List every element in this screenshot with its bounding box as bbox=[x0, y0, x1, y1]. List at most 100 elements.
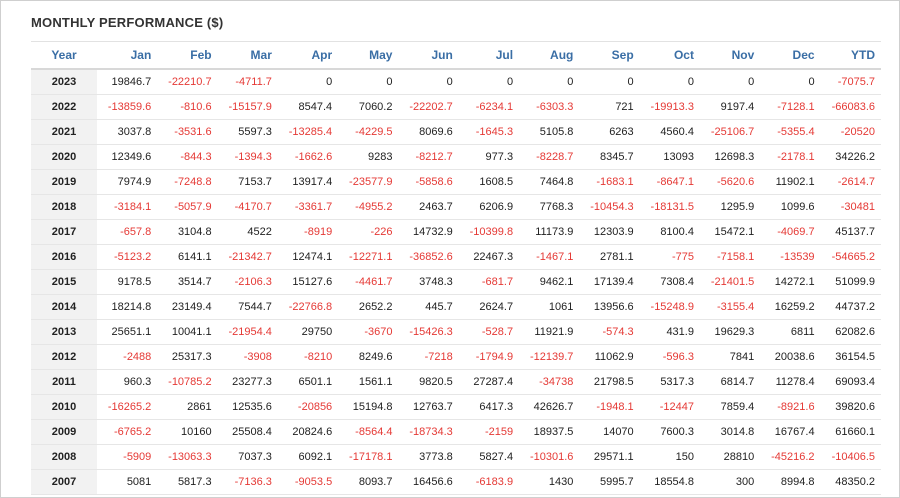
year-cell: 2013 bbox=[31, 319, 97, 345]
month-value-cell: 11062.9 bbox=[579, 344, 640, 370]
month-value-cell: -528.7 bbox=[458, 319, 520, 345]
month-value-cell: -15248.9 bbox=[639, 294, 700, 320]
month-value-cell: -3908 bbox=[217, 344, 278, 370]
month-value-cell: -574.3 bbox=[579, 319, 640, 345]
month-value-cell: -2488 bbox=[97, 344, 158, 370]
table-row: 2018 -3184.1 -5057.9 -4170.7 -3361.7 -4955.2 2… bbox=[31, 194, 881, 220]
year-cell: 2008 bbox=[31, 444, 97, 470]
month-value-cell: 15194.8 bbox=[338, 394, 399, 420]
month-value-cell: -4069.7 bbox=[760, 219, 821, 245]
month-value-cell: -3531.6 bbox=[157, 119, 218, 145]
month-value-cell: -4461.7 bbox=[338, 269, 399, 295]
month-value-cell: 29571.1 bbox=[579, 444, 640, 470]
month-value-cell: 1561.1 bbox=[338, 369, 399, 395]
month-value-cell: 15127.6 bbox=[277, 269, 339, 295]
table-row: 2023 19846.7 -22210.7 -4711.7 0 0 0 0 0 0 0 0 0 -7075… bbox=[31, 69, 881, 95]
ytd-cell: 51099.9 bbox=[820, 269, 881, 295]
month-value-cell: -21342.7 bbox=[217, 244, 278, 270]
ytd-cell: 36154.5 bbox=[820, 344, 881, 370]
ytd-cell: -10406.5 bbox=[820, 444, 881, 470]
month-value-cell: 5597.3 bbox=[217, 119, 278, 145]
month-value-cell: -1662.6 bbox=[277, 144, 339, 170]
month-value-cell: 22467.3 bbox=[458, 244, 520, 270]
month-value-cell: 1061 bbox=[519, 294, 580, 320]
month-value-cell: 27287.4 bbox=[458, 369, 520, 395]
month-value-cell: 6811 bbox=[760, 319, 821, 345]
year-cell: 2019 bbox=[31, 169, 97, 195]
table-row: 2019 7974.9 -7248.8 7153.7 13917.4 -23577.9 -5… bbox=[31, 169, 881, 195]
month-value-cell: -22202.7 bbox=[398, 94, 459, 120]
month-value-cell: 18554.8 bbox=[639, 469, 700, 495]
month-value-cell: 12763.7 bbox=[398, 394, 459, 420]
month-value-cell: 7308.4 bbox=[639, 269, 700, 295]
month-value-cell: 5995.7 bbox=[579, 469, 640, 495]
month-value-cell: 23277.3 bbox=[217, 369, 278, 395]
month-value-cell: 6417.3 bbox=[458, 394, 520, 420]
ytd-cell: -30481 bbox=[820, 194, 881, 220]
month-value-cell: 20824.6 bbox=[277, 419, 339, 445]
month-value-cell: 13917.4 bbox=[277, 169, 339, 195]
month-value-cell: -5909 bbox=[97, 444, 158, 470]
month-value-cell: -657.8 bbox=[97, 219, 158, 245]
month-value-cell: 8093.7 bbox=[338, 469, 399, 495]
table-row: 2010 -16265.2 2861 12535.6 -20856 15194.8 1276… bbox=[31, 394, 881, 420]
month-value-cell: -7218 bbox=[398, 344, 459, 370]
table-row: 2007 5081 5817.3 -7136.3 -9053.5 8093.7 16456.… bbox=[31, 469, 881, 495]
month-value-cell: 25317.3 bbox=[157, 344, 218, 370]
month-value-cell: 1295.9 bbox=[699, 194, 761, 220]
column-header-jan: Jan bbox=[97, 41, 158, 70]
month-value-cell: 12698.3 bbox=[699, 144, 761, 170]
month-value-cell: -8919 bbox=[277, 219, 339, 245]
month-value-cell: -13859.6 bbox=[97, 94, 158, 120]
month-value-cell: -1948.1 bbox=[579, 394, 640, 420]
month-value-cell: 11921.9 bbox=[519, 319, 580, 345]
month-value-cell: 10041.1 bbox=[157, 319, 218, 345]
month-value-cell: 0 bbox=[519, 69, 580, 95]
month-value-cell: -6765.2 bbox=[97, 419, 158, 445]
month-value-cell: 20038.6 bbox=[760, 344, 821, 370]
year-cell: 2010 bbox=[31, 394, 97, 420]
year-cell: 2015 bbox=[31, 269, 97, 295]
year-cell: 2018 bbox=[31, 194, 97, 220]
month-value-cell: 721 bbox=[579, 94, 640, 120]
month-value-cell: 2463.7 bbox=[398, 194, 459, 220]
month-value-cell: 3104.8 bbox=[157, 219, 218, 245]
month-value-cell: 1099.6 bbox=[760, 194, 821, 220]
month-value-cell: 7037.3 bbox=[217, 444, 278, 470]
month-value-cell: 2861 bbox=[157, 394, 218, 420]
year-cell: 2016 bbox=[31, 244, 97, 270]
column-header-jul: Jul bbox=[458, 41, 520, 70]
month-value-cell: -3670 bbox=[338, 319, 399, 345]
month-value-cell: 7768.3 bbox=[519, 194, 580, 220]
month-value-cell: 8547.4 bbox=[277, 94, 339, 120]
month-value-cell: 7859.4 bbox=[699, 394, 761, 420]
table-row: 2016 -5123.2 6141.1 -21342.7 12474.1 -12271.1… bbox=[31, 244, 881, 270]
month-value-cell: -9053.5 bbox=[277, 469, 339, 495]
month-value-cell: -12447 bbox=[639, 394, 700, 420]
month-value-cell: 6814.7 bbox=[699, 369, 761, 395]
month-value-cell: 3514.7 bbox=[157, 269, 218, 295]
year-cell: 2021 bbox=[31, 119, 97, 145]
month-value-cell: -8921.6 bbox=[760, 394, 821, 420]
month-value-cell: 13956.6 bbox=[579, 294, 640, 320]
month-value-cell: -1645.3 bbox=[458, 119, 520, 145]
month-value-cell: 0 bbox=[639, 69, 700, 95]
table-row: 2020 12349.6 -844.3 -1394.3 -1662.6 9283 -8212… bbox=[31, 144, 881, 170]
month-value-cell: 3773.8 bbox=[398, 444, 459, 470]
year-cell: 2017 bbox=[31, 219, 97, 245]
month-value-cell: 14070 bbox=[579, 419, 640, 445]
year-cell: 2007 bbox=[31, 469, 97, 495]
ytd-cell: 39820.6 bbox=[820, 394, 881, 420]
table-row: 2013 25651.1 10041.1 -21954.4 29750 -3670 -154… bbox=[31, 319, 881, 345]
month-value-cell: -17178.1 bbox=[338, 444, 399, 470]
month-value-cell: 4560.4 bbox=[639, 119, 700, 145]
month-value-cell: 3037.8 bbox=[97, 119, 158, 145]
month-value-cell: -10454.3 bbox=[579, 194, 640, 220]
month-value-cell: -1467.1 bbox=[519, 244, 580, 270]
month-value-cell: -22210.7 bbox=[157, 69, 218, 95]
ytd-cell: 48350.2 bbox=[820, 469, 881, 495]
month-value-cell: 14732.9 bbox=[398, 219, 459, 245]
ytd-cell: -66083.6 bbox=[820, 94, 881, 120]
month-value-cell: 7544.7 bbox=[217, 294, 278, 320]
month-value-cell: -10301.6 bbox=[519, 444, 580, 470]
